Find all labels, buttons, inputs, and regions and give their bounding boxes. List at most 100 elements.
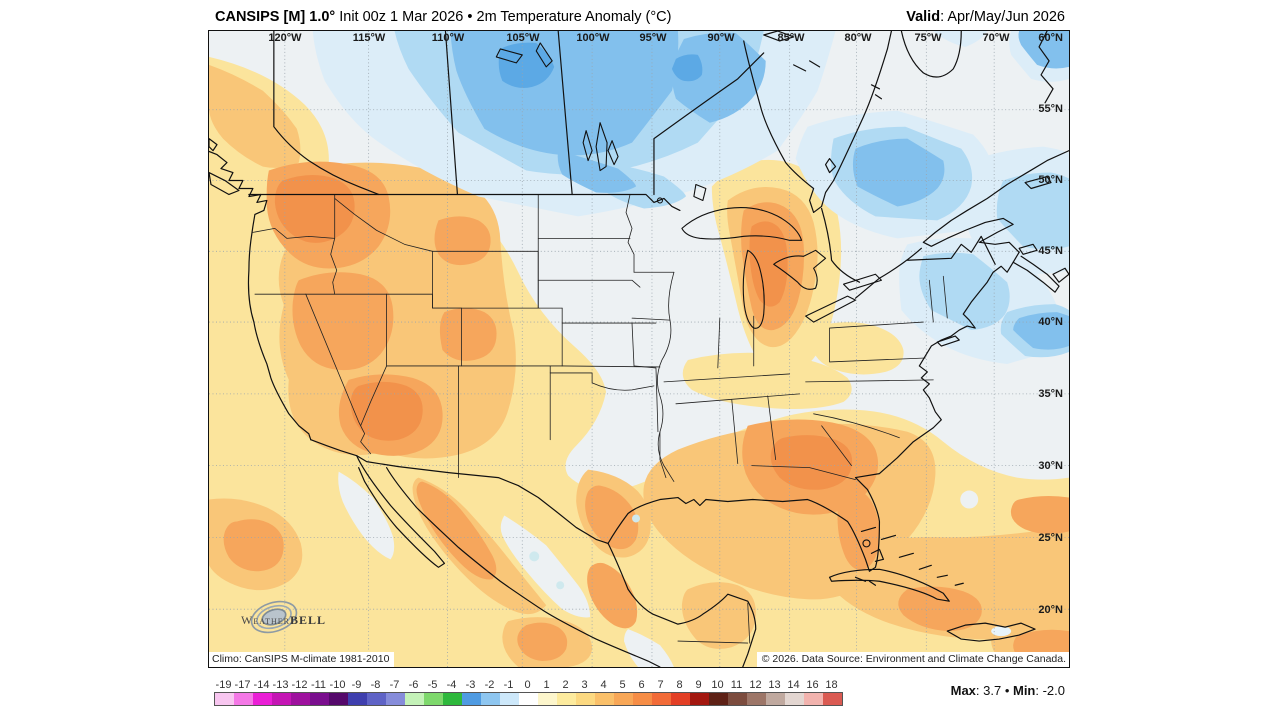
colorbar-cell — [329, 693, 348, 705]
colorbar-tick-label: -12 — [291, 679, 308, 691]
colorbar-tick-label: 16 — [806, 679, 819, 691]
valid-time: Valid: Apr/May/Jun 2026 — [906, 9, 1065, 25]
colorbar-tick-label: -10 — [329, 679, 346, 691]
colorbar: -19 -17 -14 -13 -12 -11 -10 -9 -8 -7 -6 -5 -4 -3 -2 -1 0… — [214, 679, 843, 706]
init-and-variable: Init 00z 1 Mar 2026 • 2m Temperature Ano… — [335, 9, 672, 25]
colorbar-cell — [500, 693, 519, 705]
colorbar-tick-label: 12 — [749, 679, 762, 691]
latitude-label: 50°N — [1038, 174, 1063, 186]
colorbar-cell — [804, 693, 823, 705]
colorbar-tick-labels: -19 -17 -14 -13 -12 -11 -10 -9 -8 -7 -6 -5 -4 -3 -2 -1 0… — [214, 679, 843, 691]
colorbar-cell — [557, 693, 576, 705]
colorbar-cell — [253, 693, 272, 705]
colorbar-cell — [671, 693, 690, 705]
min-label: Min — [1012, 683, 1036, 698]
colorbar-tick-label: 6 — [638, 679, 645, 691]
colorbar-tick-label: 1 — [543, 679, 550, 691]
colorbar-cell — [538, 693, 557, 705]
colorbar-cell — [310, 693, 329, 705]
longitude-label: 115°W — [352, 32, 386, 44]
colorbar-cell — [785, 693, 804, 705]
latitude-label: 35°N — [1038, 388, 1063, 400]
colorbar-tick-label: -6 — [408, 679, 419, 691]
colorbar-tick-label: -9 — [351, 679, 362, 691]
colorbar-tick-label: -17 — [234, 679, 251, 691]
legend: -19 -17 -14 -13 -12 -11 -10 -9 -8 -7 -6 -5 -4 -3 -2 -1 0… — [0, 679, 1280, 709]
colorbar-tick-label: -1 — [503, 679, 514, 691]
valid-label: Valid — [906, 9, 941, 25]
colorbar-tick-label: 2 — [562, 679, 569, 691]
colorbar-tick-label: 13 — [768, 679, 781, 691]
colorbar-cell — [443, 693, 462, 705]
colorbar-cell — [728, 693, 747, 705]
colorbar-cell — [234, 693, 253, 705]
colorbar-tick-label: -3 — [465, 679, 476, 691]
anomaly-map: 120°W 115°W 110°W 105°W 100°W 95°W 90°W 85°W 80°… — [208, 30, 1070, 668]
longitude-label: 105°W — [506, 32, 540, 44]
longitude-label: 95°W — [639, 32, 667, 44]
latitude-label: 30°N — [1038, 460, 1063, 472]
colorbar-tick-label: 18 — [825, 679, 838, 691]
colorbar-tick-label: -7 — [389, 679, 400, 691]
colorbar-cell — [614, 693, 633, 705]
colorbar-cell — [595, 693, 614, 705]
anomaly-map-svg — [209, 31, 1069, 667]
longitude-label: 90°W — [707, 32, 735, 44]
colorbar-tick-label: 5 — [619, 679, 626, 691]
latitude-label: 20°N — [1038, 604, 1063, 616]
colorbar-cell — [367, 693, 386, 705]
colorbar-cells — [214, 692, 843, 706]
colorbar-tick-label: 11 — [730, 679, 743, 691]
latitude-label: 60°N — [1038, 32, 1063, 44]
longitude-label: 120°W — [268, 32, 302, 44]
colorbar-tick-label: 8 — [676, 679, 683, 691]
valid-value: : Apr/May/Jun 2026 — [940, 9, 1065, 25]
latitude-label: 40°N — [1038, 316, 1063, 328]
colorbar-cell — [424, 693, 443, 705]
colorbar-tick-label: 0 — [524, 679, 531, 691]
copyright-label: © 2026. Data Source: Environment and Cli… — [756, 652, 1069, 667]
colorbar-tick-label: -14 — [253, 679, 270, 691]
colorbar-tick-label: 7 — [657, 679, 664, 691]
min-value: : -2.0 — [1035, 683, 1065, 698]
colorbar-tick-label: -13 — [272, 679, 289, 691]
longitude-label: 80°W — [844, 32, 872, 44]
max-value: : 3.7 — [975, 683, 1002, 698]
colorbar-cell — [576, 693, 595, 705]
weatherbell-logo: WeatherBELL — [219, 595, 329, 639]
colorbar-tick-label: -4 — [446, 679, 457, 691]
colorbar-tick-label: -11 — [310, 679, 327, 691]
max-min-readout: Max: 3.7 • Min: -2.0 — [951, 683, 1065, 698]
header: CANSIPS [M] 1.0° Init 00z 1 Mar 2026 • 2… — [208, 9, 1070, 29]
colorbar-cell — [823, 693, 842, 705]
colorbar-cell — [519, 693, 538, 705]
colorbar-tick-label: 4 — [600, 679, 607, 691]
map-title: CANSIPS [M] 1.0° Init 00z 1 Mar 2026 • 2… — [215, 9, 671, 25]
colorbar-cell — [747, 693, 766, 705]
longitude-label: 85°W — [777, 32, 805, 44]
colorbar-cell — [405, 693, 424, 705]
colorbar-cell — [462, 693, 481, 705]
colorbar-tick-label: -8 — [370, 679, 381, 691]
colorbar-cell — [633, 693, 652, 705]
colorbar-tick-label: 9 — [695, 679, 702, 691]
longitude-label: 70°W — [982, 32, 1010, 44]
colorbar-cell — [386, 693, 405, 705]
colorbar-cell — [709, 693, 728, 705]
latitude-label: 55°N — [1038, 103, 1063, 115]
latitude-label: 25°N — [1038, 532, 1063, 544]
colorbar-cell — [348, 693, 367, 705]
max-label: Max — [950, 683, 976, 698]
latitude-label: 45°N — [1038, 245, 1063, 257]
longitude-label: 75°W — [914, 32, 942, 44]
climo-label: Climo: CanSIPS M-climate 1981-2010 — [209, 652, 395, 667]
colorbar-cell — [766, 693, 785, 705]
colorbar-cell — [690, 693, 709, 705]
colorbar-tick-label: 14 — [787, 679, 800, 691]
colorbar-tick-label: -5 — [427, 679, 438, 691]
colorbar-cell — [291, 693, 310, 705]
longitude-label: 100°W — [576, 32, 610, 44]
colorbar-cell — [272, 693, 291, 705]
longitude-label: 110°W — [431, 32, 465, 44]
